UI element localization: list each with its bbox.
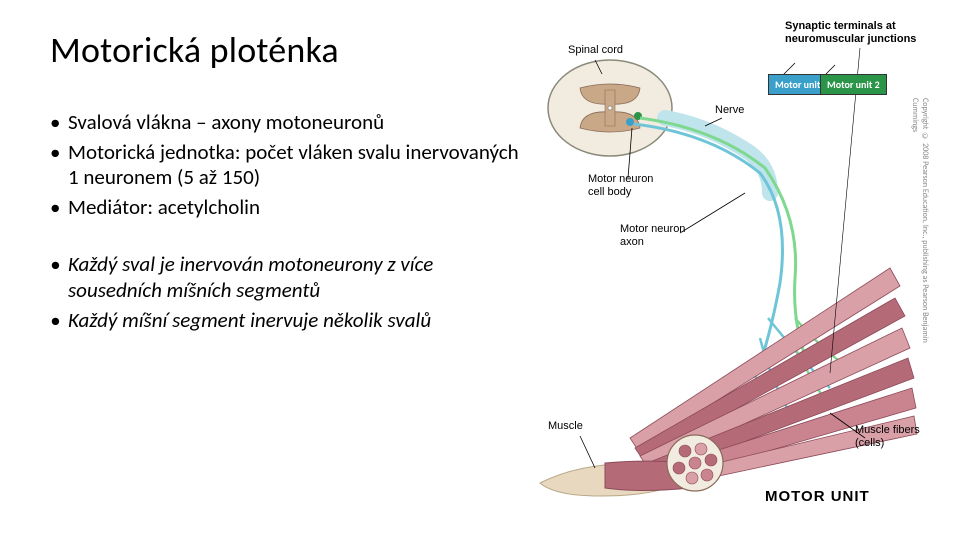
bullet-item-italic: Každý sval je inervován motoneurony z ví… bbox=[50, 252, 520, 303]
label-motor-unit-2: Motor unit 2 bbox=[820, 74, 887, 95]
bullet-item: Motorická jednotka: počet vláken svalu i… bbox=[50, 140, 520, 191]
bullet-item: Svalová vlákna – axony motoneuronů bbox=[50, 110, 520, 136]
label-cell-body: Motor neuron cell body bbox=[588, 173, 668, 198]
label-nerve: Nerve bbox=[715, 104, 744, 117]
text-column: Motorická ploténka Svalová vlákna – axon… bbox=[50, 28, 520, 520]
diagram-column: Spinal cord Synaptic terminals at neurom… bbox=[520, 28, 920, 520]
copyright-text: Copyright © 2008 Pearson Education, Inc.… bbox=[910, 98, 930, 358]
slide-title: Motorická ploténka bbox=[50, 28, 520, 72]
label-axon: Motor neuron axon bbox=[620, 223, 700, 248]
bullet-list: Svalová vlákna – axony motoneuronů Motor… bbox=[50, 110, 520, 337]
label-muscle-fibers: Muscle fibers (cells) bbox=[855, 424, 935, 449]
label-synaptic-terminals: Synaptic terminals at neuromuscular junc… bbox=[785, 20, 925, 45]
label-muscle: Muscle bbox=[548, 420, 583, 433]
bullet-item-italic: Každý míšní segment inervuje několik sva… bbox=[50, 308, 520, 334]
motor-unit-diagram: Spinal cord Synaptic terminals at neurom… bbox=[510, 18, 930, 518]
label-spinal-cord: Spinal cord bbox=[568, 44, 623, 57]
bullet-item: Mediátor: acetylcholin bbox=[50, 195, 520, 221]
diagram-caption: MOTOR UNIT bbox=[765, 488, 870, 505]
slide: Motorická ploténka Svalová vlákna – axon… bbox=[0, 0, 960, 540]
spacer bbox=[50, 224, 520, 252]
